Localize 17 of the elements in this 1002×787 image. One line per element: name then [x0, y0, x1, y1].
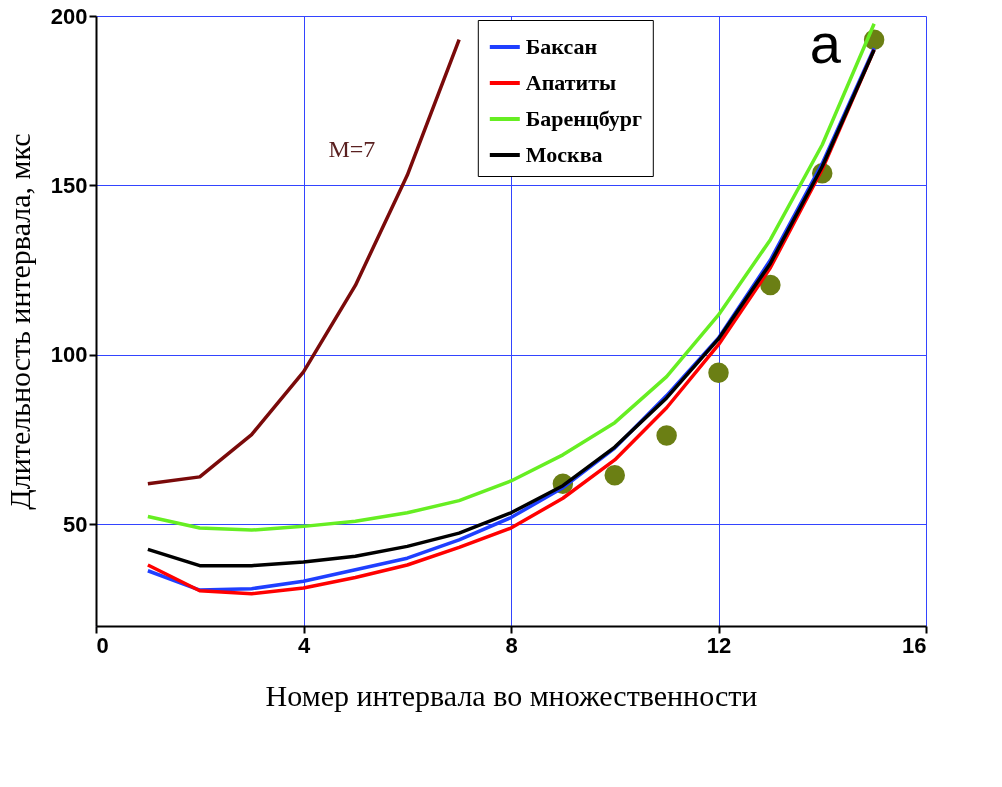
x-tick-label: 16: [902, 632, 927, 658]
legend-label: Баксан: [525, 34, 598, 59]
legend-label: Баренцбург: [525, 106, 643, 131]
x-axis-title: Номер интервала во множественности: [265, 678, 758, 712]
x-tick-label: 4: [297, 632, 311, 658]
x-tick-label: 0: [96, 632, 109, 658]
legend-label: Апатиты: [525, 70, 617, 95]
legend-label: Москва: [525, 142, 603, 167]
annotation: а: [809, 12, 842, 75]
y-tick-label: 100: [50, 342, 88, 368]
y-axis-title: Длительность интервала, мкс: [2, 133, 36, 510]
x-tick-label: 12: [706, 632, 732, 658]
y-tick-label: 200: [50, 3, 88, 29]
annotation: M=7: [328, 136, 376, 163]
y-tick-label: 50: [63, 511, 88, 537]
y-tick-label: 150: [50, 172, 88, 198]
x-tick-label: 8: [505, 632, 518, 658]
